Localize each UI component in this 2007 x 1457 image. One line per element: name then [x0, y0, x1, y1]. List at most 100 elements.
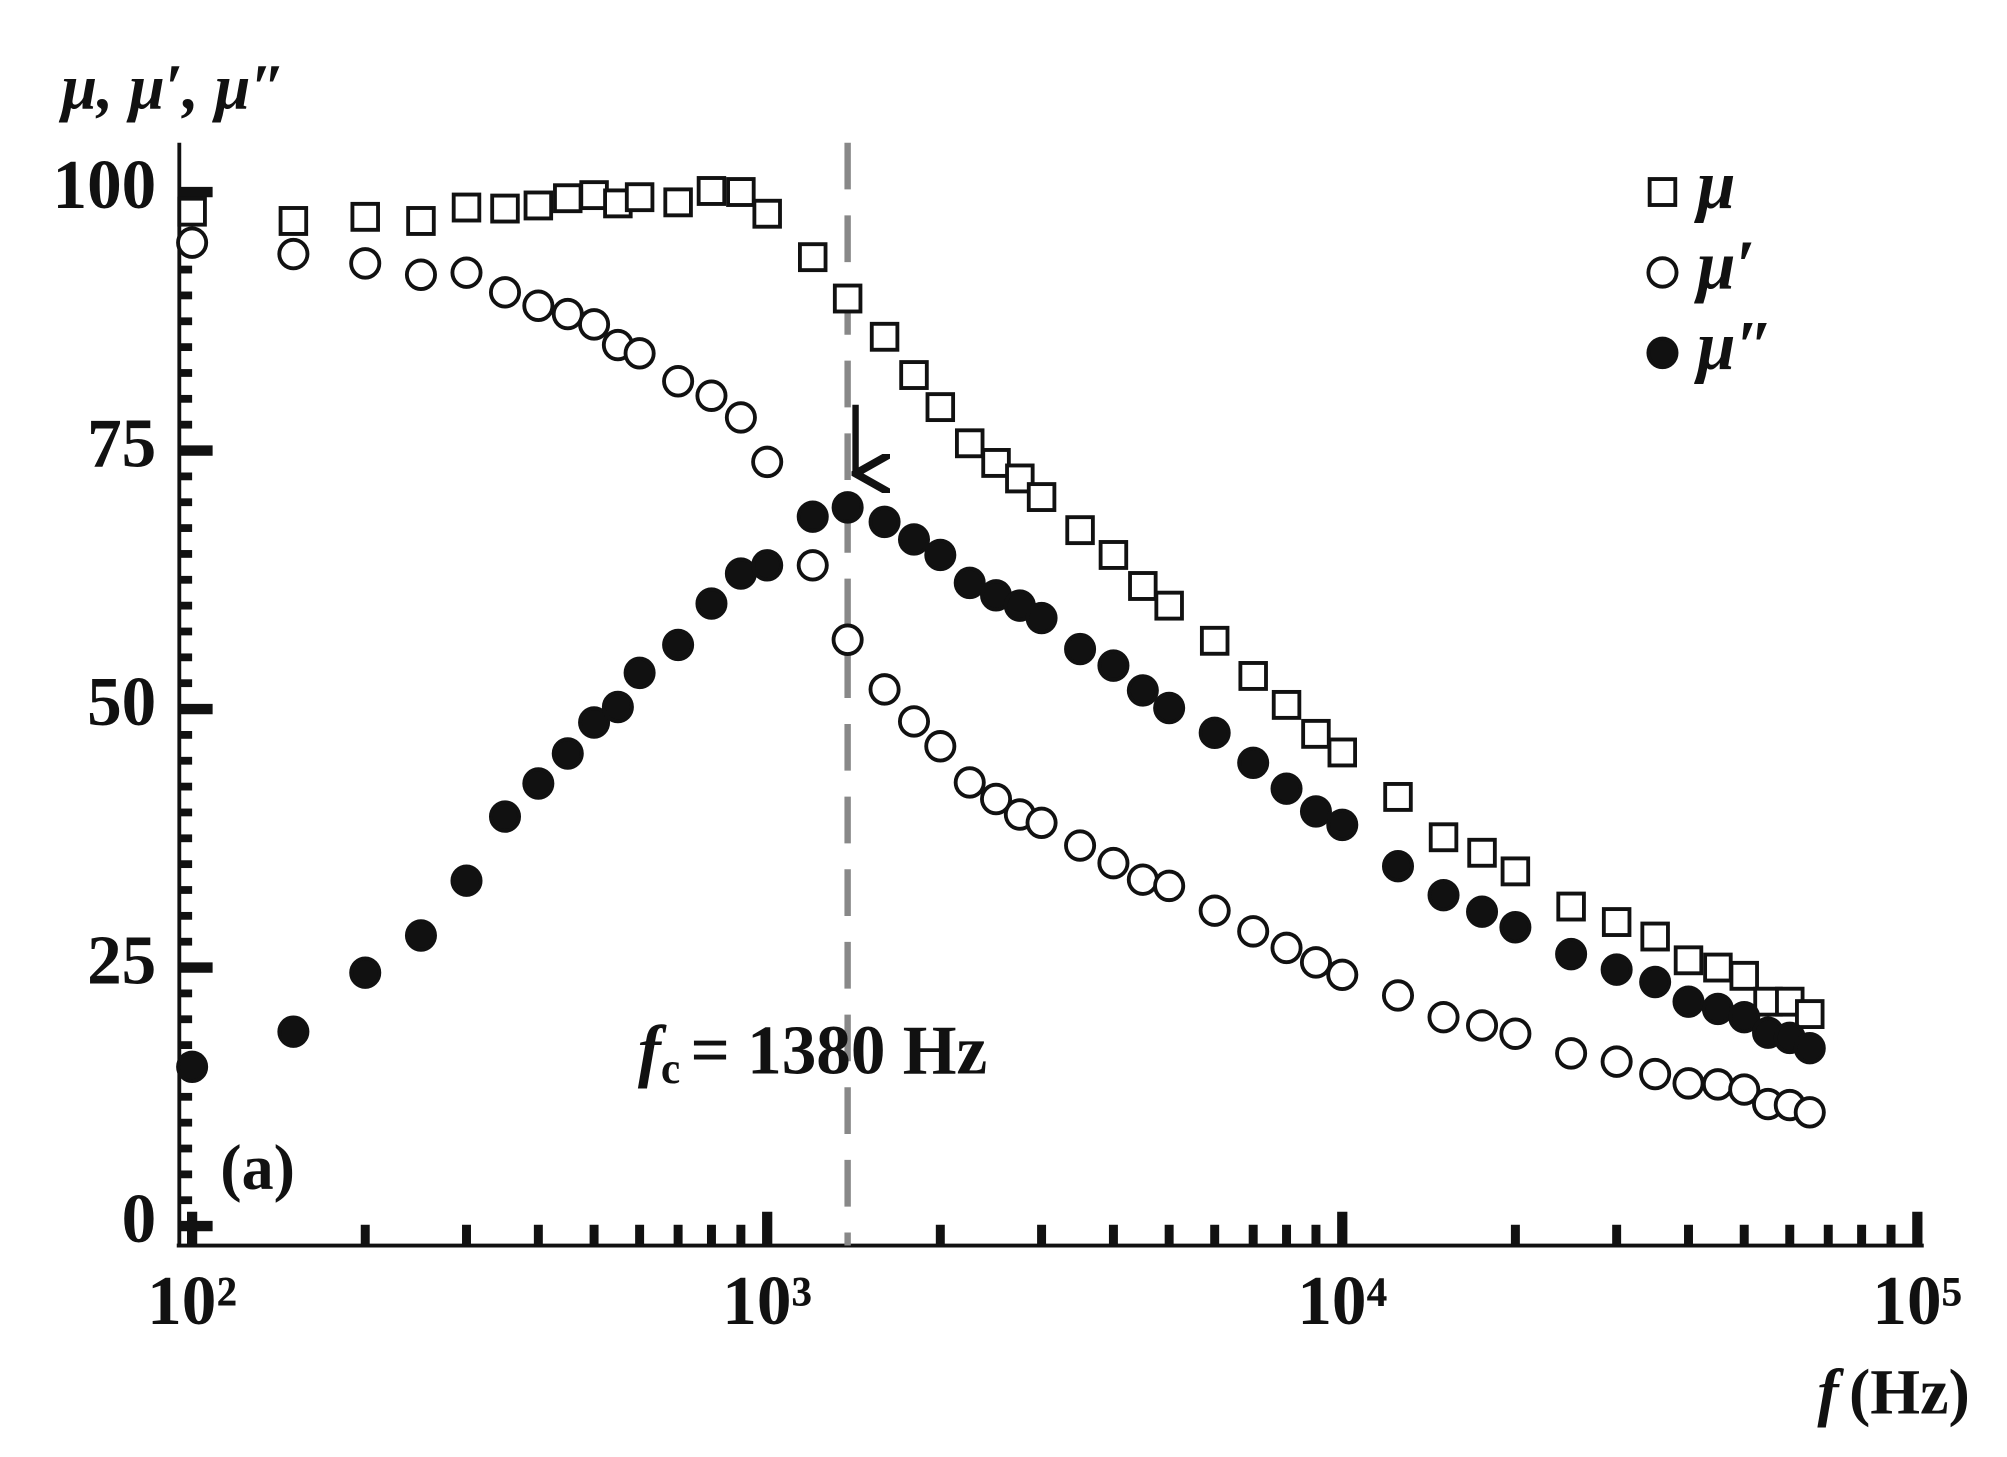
- data-point: [1128, 571, 1158, 601]
- data-point: [1729, 960, 1759, 991]
- data-point: [1793, 1096, 1826, 1129]
- data-point: [897, 523, 931, 556]
- data-point: [796, 500, 829, 533]
- data-point: [1499, 1017, 1532, 1050]
- data-point: [663, 187, 693, 218]
- data-point: [726, 177, 756, 207]
- data-point: [868, 673, 901, 706]
- annotation: fc = 1380 Hz: [638, 1012, 987, 1093]
- data-point: [551, 737, 584, 770]
- data-point: [1701, 1068, 1734, 1101]
- data-point: [1555, 1037, 1588, 1070]
- data-point: [696, 176, 727, 206]
- panel-label: (a): [220, 1132, 295, 1203]
- data-point: [1270, 931, 1303, 965]
- data-point: [1427, 878, 1460, 912]
- y-tick-label: 50: [87, 664, 156, 741]
- data-point: [695, 379, 728, 412]
- data-point: [1500, 856, 1531, 887]
- y-tick-label: 0: [122, 1181, 157, 1258]
- data-point: [1064, 632, 1097, 666]
- data-point: [1237, 915, 1270, 948]
- data-point: [832, 283, 863, 314]
- legend-marker: [1646, 256, 1679, 289]
- x-tick-label: 10⁵: [1872, 1262, 1962, 1339]
- data-point: [349, 247, 382, 280]
- data-point: [1793, 1031, 1826, 1065]
- data-point: [1703, 952, 1733, 983]
- data-point: [553, 183, 583, 214]
- data-point: [523, 190, 554, 221]
- data-point: [490, 193, 520, 224]
- data-point: [450, 864, 483, 897]
- x-axis-label: f (Hz): [1817, 1356, 1969, 1427]
- data-point: [695, 587, 728, 620]
- legend-marker: [1647, 177, 1678, 207]
- legend-label: μ″: [1694, 308, 1774, 385]
- data-point: [522, 289, 555, 322]
- data-point: [1097, 649, 1130, 682]
- data-point: [488, 276, 522, 309]
- data-point: [1026, 482, 1057, 512]
- data-point: [551, 297, 584, 331]
- x-tick-label: 10⁴: [1297, 1262, 1387, 1339]
- data-point: [1601, 907, 1632, 937]
- data-point: [277, 237, 310, 271]
- data-point: [1640, 921, 1670, 952]
- data-point: [1271, 689, 1302, 720]
- data-point: [176, 226, 209, 259]
- y-tick-label: 100: [53, 147, 157, 224]
- data-point: [623, 656, 656, 690]
- data-point: [954, 428, 985, 459]
- data-point: [798, 242, 828, 273]
- data-point: [176, 1050, 209, 1084]
- y-tick-label: 25: [87, 922, 156, 999]
- data-point: [1327, 737, 1357, 768]
- data-point: [1427, 1000, 1460, 1034]
- x-label-symbol: f: [1817, 1356, 1844, 1427]
- data-point: [177, 196, 207, 227]
- data-point: [796, 549, 829, 582]
- data-point: [1198, 716, 1231, 750]
- data-point: [1098, 540, 1129, 570]
- data-point: [1672, 1067, 1705, 1100]
- data-point: [1126, 674, 1159, 707]
- data-point: [1326, 958, 1359, 992]
- data-point: [1556, 891, 1586, 922]
- data-point: [406, 206, 436, 236]
- data-point: [831, 491, 864, 524]
- data-point: [1728, 1073, 1761, 1106]
- data-point: [831, 623, 864, 656]
- data-point: [404, 258, 437, 291]
- data-point: [1728, 1000, 1761, 1034]
- data-point: [1025, 601, 1058, 635]
- data-point: [578, 308, 611, 341]
- data-point: [1153, 691, 1186, 725]
- data-point: [724, 401, 757, 434]
- y-tick-label: 75: [87, 405, 156, 482]
- data-point: [1639, 965, 1672, 999]
- data-point: [1381, 849, 1415, 883]
- legend-label: μ′: [1694, 227, 1755, 304]
- data-point: [1299, 946, 1332, 979]
- data-point: [1381, 979, 1415, 1012]
- data-point: [578, 706, 611, 739]
- data-point: [724, 557, 757, 590]
- data-point: [1466, 895, 1499, 928]
- data-point: [1064, 829, 1097, 862]
- data-point: [1673, 945, 1704, 976]
- data-point: [953, 566, 986, 600]
- data-point: [1555, 937, 1588, 971]
- data-point: [1153, 869, 1186, 903]
- data-point: [601, 690, 634, 724]
- data-point: [925, 392, 956, 423]
- y-axis-label: μ, μ′, μ″: [58, 51, 285, 122]
- data-point: [277, 1015, 310, 1048]
- data-point: [1467, 837, 1497, 868]
- data-point: [1326, 808, 1359, 842]
- annotation-text: = 1380 Hz: [690, 1012, 987, 1089]
- data-point: [751, 549, 784, 582]
- data-point: [1097, 846, 1130, 880]
- data-point: [662, 365, 695, 398]
